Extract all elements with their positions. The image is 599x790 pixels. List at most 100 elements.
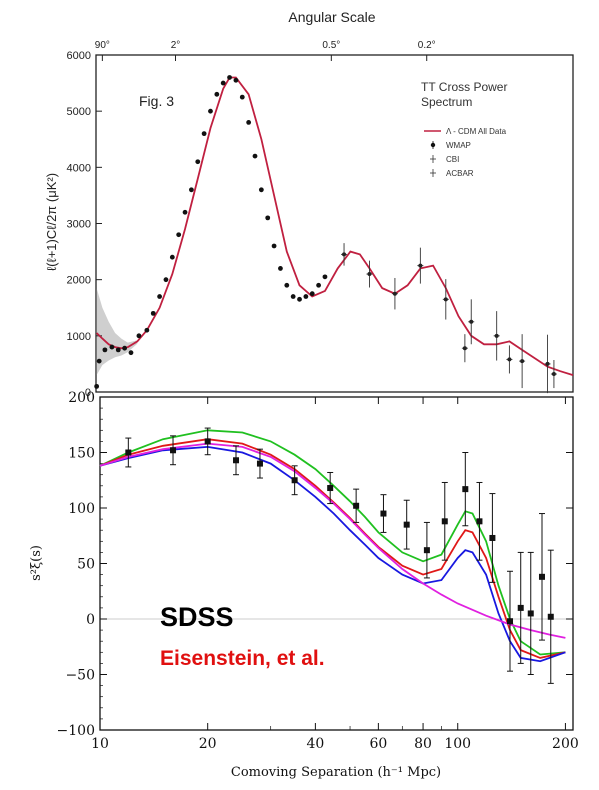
wmap-point: [303, 294, 309, 299]
lcdm-model-curve: [95, 76, 574, 376]
top-axis-tick-label: 90°: [95, 40, 110, 51]
bottom-x-axis-ticks: 10 20 40 60 80 100 200: [91, 397, 579, 752]
variance-band: [96, 288, 138, 376]
cbi-point-marker: [392, 291, 397, 296]
top-y-tick-label: 0: [85, 387, 91, 399]
red-model-curve: [99, 438, 566, 659]
wmap-point: [94, 383, 100, 389]
legend-cbi-label: CBI: [446, 155, 459, 164]
sdss-point: [327, 485, 334, 492]
bottom-plot-frame: [99, 396, 574, 731]
bottom-x-tick-label: 60: [369, 736, 387, 752]
bottom-x-axis-label: Comoving Separation (h⁻¹ Mpc): [231, 765, 441, 780]
cbi-point-marker: [443, 297, 448, 302]
bottom-x-tick-label: 10: [91, 736, 109, 752]
wmap-point: [195, 159, 201, 165]
bottom-y-tick-label: 50: [77, 557, 95, 573]
wmap-point: [182, 209, 188, 215]
sdss-point: [291, 477, 298, 484]
wmap-point: [157, 294, 163, 299]
cbi-point-marker: [367, 272, 372, 277]
plot-title-line-2: Spectrum: [421, 95, 472, 109]
wmap-point: [239, 94, 245, 100]
top-y-tick-label: 6000: [67, 50, 91, 62]
wmap-point: [297, 296, 302, 302]
bottom-y-tick-label: −50: [65, 668, 95, 684]
wmap-point: [128, 350, 134, 356]
sdss-correlation-panel: −100 −50 0 50 100 150 200 10 20 40 60 80 100 200 SDS…: [29, 390, 579, 780]
wmap-point: [136, 333, 142, 339]
wmap-point: [176, 232, 182, 238]
wmap-point: [284, 282, 290, 288]
sdss-point: [125, 449, 132, 456]
wmap-point: [150, 310, 156, 316]
wmap-point: [208, 108, 213, 114]
acbar-point-marker: [462, 346, 467, 351]
wmap-point: [227, 75, 232, 80]
bottom-x-tick-label: 80: [414, 736, 432, 752]
wmap-point: [144, 327, 150, 333]
cbi-point-marker: [494, 333, 499, 338]
top-axis-tick-label: 0.5°: [322, 40, 340, 51]
top-axis-tick-label: 0.2°: [418, 40, 436, 51]
top-y-tick-label: 3000: [67, 219, 91, 231]
sdss-point: [507, 618, 514, 625]
top-data-points: [94, 75, 557, 394]
sdss-data-points: [125, 427, 554, 684]
bottom-y-tick-label: 0: [86, 612, 95, 628]
cbi-point-marker: [469, 319, 474, 324]
bottom-y-tick-label: 200: [68, 390, 95, 406]
sdss-point: [353, 502, 360, 509]
fig-label: Fig. 3: [139, 93, 174, 109]
bottom-y-tick-label: 100: [68, 501, 95, 517]
bottom-y-tick-label: −100: [57, 723, 95, 739]
sdss-point: [517, 604, 524, 611]
legend-acbar-label: ACBAR: [446, 169, 474, 178]
sdss-point: [489, 534, 496, 541]
wmap-point: [189, 187, 194, 193]
top-legend: Λ - CDM All Data WMAP CBI ACBAR: [424, 127, 507, 178]
wmap-point: [316, 282, 321, 288]
top-y-tick-label: 5000: [67, 106, 91, 118]
wmap-point: [271, 243, 277, 249]
wmap-point: [163, 277, 169, 283]
top-y-axis-ticks: 0 1000 2000 3000 4000 5000 6000: [67, 50, 102, 399]
wmap-point: [265, 215, 271, 221]
wmap-point: [122, 345, 128, 351]
sdss-point: [170, 447, 177, 454]
acbar-point-marker: [551, 372, 556, 377]
bottom-y-axis-label: s²ξ(s): [29, 545, 44, 581]
wmap-point: [201, 131, 207, 137]
wmap-point: [169, 254, 175, 260]
magenta-model-curve: [99, 442, 566, 639]
top-y-tick-label: 2000: [67, 275, 91, 287]
cmb-power-spectrum-panel: Angular Scale 90° 2° 0.5° 0.2° 0 1000 2000 300…: [44, 9, 574, 399]
top-axis-title: Angular Scale: [288, 9, 375, 25]
sdss-point: [403, 521, 410, 528]
cbi-point-marker: [342, 252, 347, 257]
wmap-point: [309, 291, 315, 297]
top-axis-tick-label: 2°: [171, 40, 181, 51]
cbi-point-marker: [418, 263, 423, 268]
wmap-point: [252, 153, 258, 159]
bottom-x-tick-label: 40: [306, 736, 324, 752]
top-axis-ticks: 90° 2° 0.5° 0.2°: [95, 40, 436, 61]
sdss-annotation: SDSS: [160, 602, 234, 632]
model-curves: [99, 429, 566, 663]
cbi-point-marker: [520, 359, 525, 364]
bottom-x-tick-label: 100: [444, 736, 471, 752]
cbi-point-marker: [545, 361, 550, 366]
sdss-point: [538, 573, 545, 580]
wmap-point: [233, 77, 239, 83]
author-annotation: Eisenstein, et al.: [160, 647, 325, 670]
sdss-point: [233, 457, 240, 464]
legend-model-label: Λ - CDM All Data: [446, 127, 507, 136]
wmap-point: [214, 91, 220, 97]
blue-model-curve: [99, 445, 566, 663]
top-y-tick-label: 1000: [67, 331, 91, 343]
sdss-point: [462, 486, 469, 493]
sdss-point: [204, 438, 211, 445]
wmap-point: [278, 266, 283, 271]
bottom-x-tick-label: 20: [199, 736, 217, 752]
